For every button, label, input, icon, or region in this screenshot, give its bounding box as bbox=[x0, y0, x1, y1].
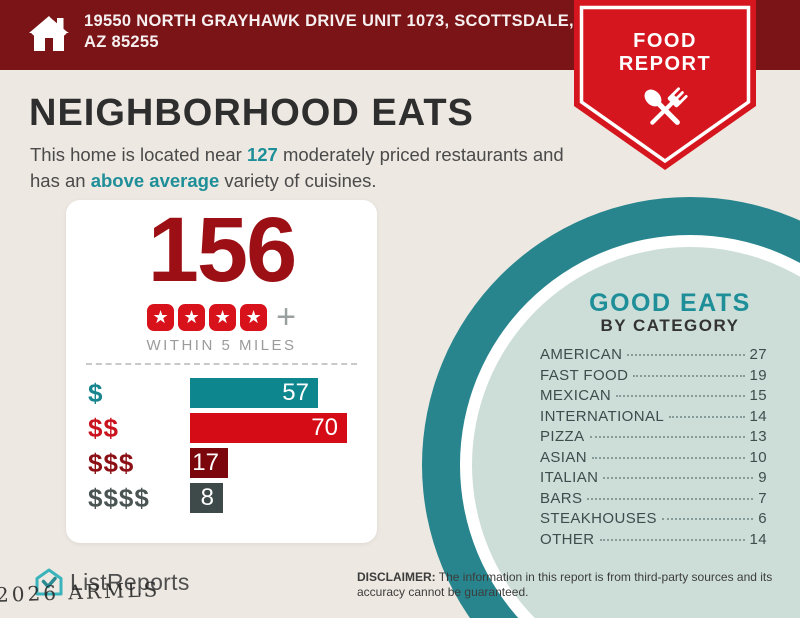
price-bar: 70 bbox=[190, 413, 347, 443]
star-icon: ★ bbox=[240, 303, 268, 331]
category-label: INTERNATIONAL bbox=[540, 407, 665, 425]
category-count: 15 bbox=[749, 387, 767, 404]
good-eats-title: GOOD EATS bbox=[589, 289, 751, 317]
intro-part-1: This home is located near bbox=[30, 144, 247, 165]
category-count: 27 bbox=[749, 346, 767, 363]
star-icon: ★ bbox=[178, 303, 206, 331]
category-row: ASIAN 10 bbox=[540, 449, 767, 470]
plus-sign: + bbox=[276, 298, 296, 336]
price-bar-row: $57 bbox=[66, 378, 363, 408]
listreports-house-icon bbox=[35, 568, 63, 596]
category-label: PIZZA bbox=[540, 428, 585, 445]
price-bar-row: $$ 70 bbox=[66, 413, 363, 443]
star-icon: ★ bbox=[209, 303, 237, 331]
ribbon-title-line2: REPORT bbox=[618, 53, 712, 75]
fork-spoon-icon bbox=[644, 87, 688, 125]
price-level-label: $$$$ bbox=[88, 482, 150, 513]
property-address: 19550 NORTH GRAYHAWK DRIVE UNIT 1073, SC… bbox=[84, 12, 574, 52]
category-row: AMERICAN 27 bbox=[540, 346, 767, 367]
good-eats-subtitle: BY CATEGORY bbox=[600, 316, 740, 335]
category-count: 10 bbox=[749, 448, 767, 466]
ribbon-shape bbox=[574, 0, 756, 170]
dot-leader bbox=[633, 374, 745, 377]
disclaimer-text: The information in this report is from t… bbox=[357, 570, 773, 599]
dot-leader bbox=[603, 477, 754, 479]
dot-leader bbox=[587, 497, 754, 500]
category-label: MEXICAN bbox=[540, 387, 612, 404]
category-count: 13 bbox=[749, 428, 767, 445]
price-bar: 57 bbox=[190, 378, 318, 408]
category-label: BARS bbox=[540, 489, 583, 507]
price-level-label: $$$ bbox=[88, 447, 135, 478]
listreports-logo: ListReports bbox=[34, 567, 190, 597]
price-bar: 17 bbox=[190, 448, 228, 478]
dashed-divider bbox=[86, 363, 357, 365]
category-count: 14 bbox=[749, 530, 767, 548]
star-rating: ★ ★ ★ ★ + bbox=[66, 300, 377, 334]
mls-watermark: 2026 ARMLS bbox=[0, 577, 161, 607]
dot-leader bbox=[669, 415, 745, 418]
category-count: 14 bbox=[749, 407, 767, 425]
price-bar-row: $$$ 17 bbox=[66, 448, 363, 478]
restaurant-count-highlight: 127 bbox=[246, 144, 278, 165]
category-row: BARS 7 bbox=[540, 490, 767, 511]
dot-leader bbox=[589, 436, 745, 438]
intro-part-2: moderately priced restaurants and has an bbox=[30, 144, 564, 192]
category-row: ITALIAN 9 bbox=[540, 469, 767, 490]
category-row: OTHER 14 bbox=[540, 531, 767, 552]
category-list: AMERICAN 27 FAST FOOD 19 MEXICAN 15 INTERNATIO… bbox=[540, 346, 767, 551]
price-level-bar-chart: $57 $$ 70 $$$ 17 $$$$ 8 bbox=[66, 378, 363, 518]
price-level-label: $ bbox=[88, 377, 104, 408]
restaurant-total-count: 156 bbox=[147, 199, 298, 301]
intro-text: This home is located near 127 moderately… bbox=[30, 142, 578, 195]
category-row: STEAKHOUSES 6 bbox=[540, 510, 767, 531]
variety-highlight: above average bbox=[90, 170, 220, 192]
dot-leader bbox=[616, 395, 745, 397]
category-row: MEXICAN 15 bbox=[540, 387, 767, 408]
category-count: 9 bbox=[758, 469, 767, 486]
disclaimer-label: DISCLAIMER: bbox=[357, 570, 436, 584]
food-report-ribbon: FOOD REPORT bbox=[574, 0, 756, 174]
dot-leader bbox=[661, 518, 754, 520]
category-label: STEAKHOUSES bbox=[540, 510, 657, 527]
intro-part-3: variety of cuisines. bbox=[219, 170, 377, 192]
price-bar: 8 bbox=[190, 483, 223, 513]
category-label: AMERICAN bbox=[540, 346, 623, 363]
category-label: OTHER bbox=[540, 530, 595, 548]
radius-caption: WITHIN 5 MILES bbox=[146, 337, 297, 354]
price-bar-row: $$$$ 8 bbox=[66, 483, 363, 513]
dot-leader bbox=[592, 456, 745, 459]
dot-leader bbox=[599, 538, 745, 541]
brand-name: ListReports bbox=[70, 568, 190, 595]
category-label: ASIAN bbox=[540, 448, 588, 466]
star-icon: ★ bbox=[147, 303, 175, 331]
category-row: PIZZA 13 bbox=[540, 428, 767, 449]
stats-card: 156 ★ ★ ★ ★ + WITHIN 5 MILES $57 $$ 70 $$$ 17 $$$… bbox=[66, 200, 377, 543]
ribbon-title-line1: FOOD bbox=[633, 30, 697, 52]
category-count: 7 bbox=[758, 489, 767, 507]
category-row: INTERNATIONAL 14 bbox=[540, 408, 767, 429]
category-count: 6 bbox=[758, 510, 767, 527]
category-row: FAST FOOD 19 bbox=[540, 367, 767, 388]
price-level-label: $$ bbox=[88, 412, 119, 443]
category-label: FAST FOOD bbox=[540, 366, 629, 384]
house-icon bbox=[29, 16, 69, 51]
category-count: 19 bbox=[749, 366, 767, 384]
disclaimer: DISCLAIMER: The information in this repo… bbox=[357, 570, 773, 600]
dot-leader bbox=[627, 354, 745, 356]
category-label: ITALIAN bbox=[540, 469, 599, 486]
page-title: NEIGHBORHOOD EATS bbox=[29, 92, 474, 134]
